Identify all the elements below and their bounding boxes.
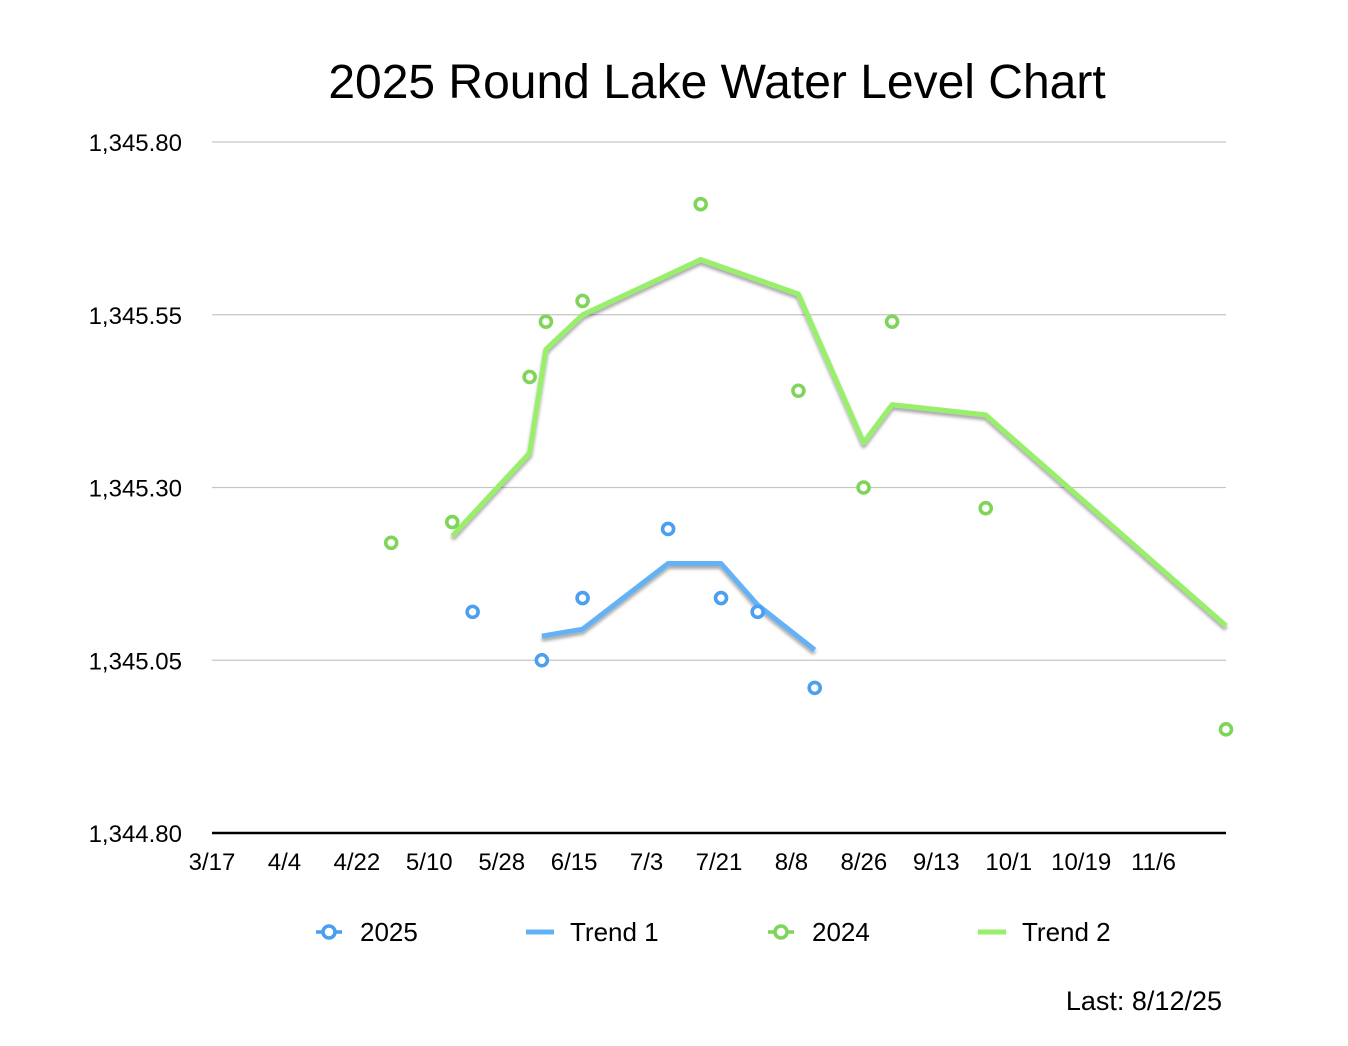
y-tick-label: 1,345.55 bbox=[89, 303, 182, 330]
data-point bbox=[693, 196, 708, 212]
x-tick-label: 4/22 bbox=[333, 849, 380, 876]
legend-item-2025: 2025 bbox=[316, 917, 418, 947]
y-tick-label: 1,345.05 bbox=[89, 648, 182, 675]
x-tick-label: 10/1 bbox=[985, 849, 1032, 876]
series-trend-1 bbox=[541, 561, 817, 652]
trend-line-trend-2 bbox=[450, 257, 1228, 628]
data-point bbox=[791, 383, 806, 399]
data-point bbox=[856, 480, 871, 495]
legend-label: Trend 2 bbox=[1022, 917, 1111, 947]
data-point bbox=[444, 514, 460, 530]
data-point bbox=[465, 604, 480, 620]
data-point bbox=[750, 604, 765, 620]
trend-line-trend-1 bbox=[541, 561, 817, 652]
legend-item-trend-2: Trend 2 bbox=[978, 917, 1111, 947]
legend-swatch-marker bbox=[773, 924, 789, 940]
x-tick-label: 5/10 bbox=[406, 849, 453, 876]
series-2025 bbox=[465, 521, 822, 696]
data-point bbox=[884, 314, 900, 329]
data-point bbox=[660, 521, 676, 537]
data-point bbox=[538, 314, 554, 329]
x-tick-label: 7/21 bbox=[696, 849, 743, 876]
legend-label: 2025 bbox=[360, 917, 418, 947]
x-tick-label: 9/13 bbox=[913, 849, 960, 876]
series-trend-2 bbox=[450, 257, 1228, 628]
data-point bbox=[575, 590, 590, 606]
legend-item-trend-1: Trend 1 bbox=[526, 917, 659, 947]
legend-swatch-marker bbox=[321, 924, 337, 940]
legend-label: 2024 bbox=[812, 917, 870, 947]
x-tick-label: 11/6 bbox=[1131, 849, 1176, 876]
legend: 2025 Trend 1 2024 Trend 2 bbox=[316, 917, 1111, 947]
grid-lines bbox=[212, 141, 1226, 661]
chart-title: 2025 Round Lake Water Level Chart bbox=[328, 56, 1105, 109]
x-tick-label: 6/15 bbox=[551, 849, 598, 876]
x-tick-label: 4/4 bbox=[268, 849, 301, 876]
y-tick-label: 1,345.80 bbox=[89, 130, 182, 157]
x-tick-label: 5/28 bbox=[478, 849, 525, 876]
data-point bbox=[807, 680, 822, 696]
axes: 1,345.80 1,345.55 1,345.30 1,345.05 1,344.80… bbox=[89, 130, 1226, 876]
data-point bbox=[522, 369, 537, 385]
x-tick-label: 3/17 bbox=[189, 849, 236, 876]
data-point bbox=[978, 500, 994, 516]
last-updated-note: Last: 8/12/25 bbox=[1066, 986, 1222, 1016]
x-tick-label: 10/19 bbox=[1051, 849, 1111, 876]
y-tick-label: 1,345.30 bbox=[89, 476, 182, 503]
data-point bbox=[713, 590, 729, 606]
series-layer bbox=[383, 196, 1234, 737]
series-2024 bbox=[383, 196, 1234, 737]
data-point bbox=[1218, 722, 1234, 737]
x-tick-label: 8/26 bbox=[840, 849, 887, 876]
legend-item-2024: 2024 bbox=[768, 917, 870, 947]
data-point bbox=[383, 535, 399, 551]
x-tick-label: 7/3 bbox=[630, 849, 663, 876]
data-point bbox=[534, 652, 550, 668]
data-point bbox=[575, 293, 590, 309]
y-tick-label: 1,344.80 bbox=[89, 821, 182, 848]
legend-label: Trend 1 bbox=[570, 917, 659, 947]
x-tick-label: 8/8 bbox=[775, 849, 808, 876]
